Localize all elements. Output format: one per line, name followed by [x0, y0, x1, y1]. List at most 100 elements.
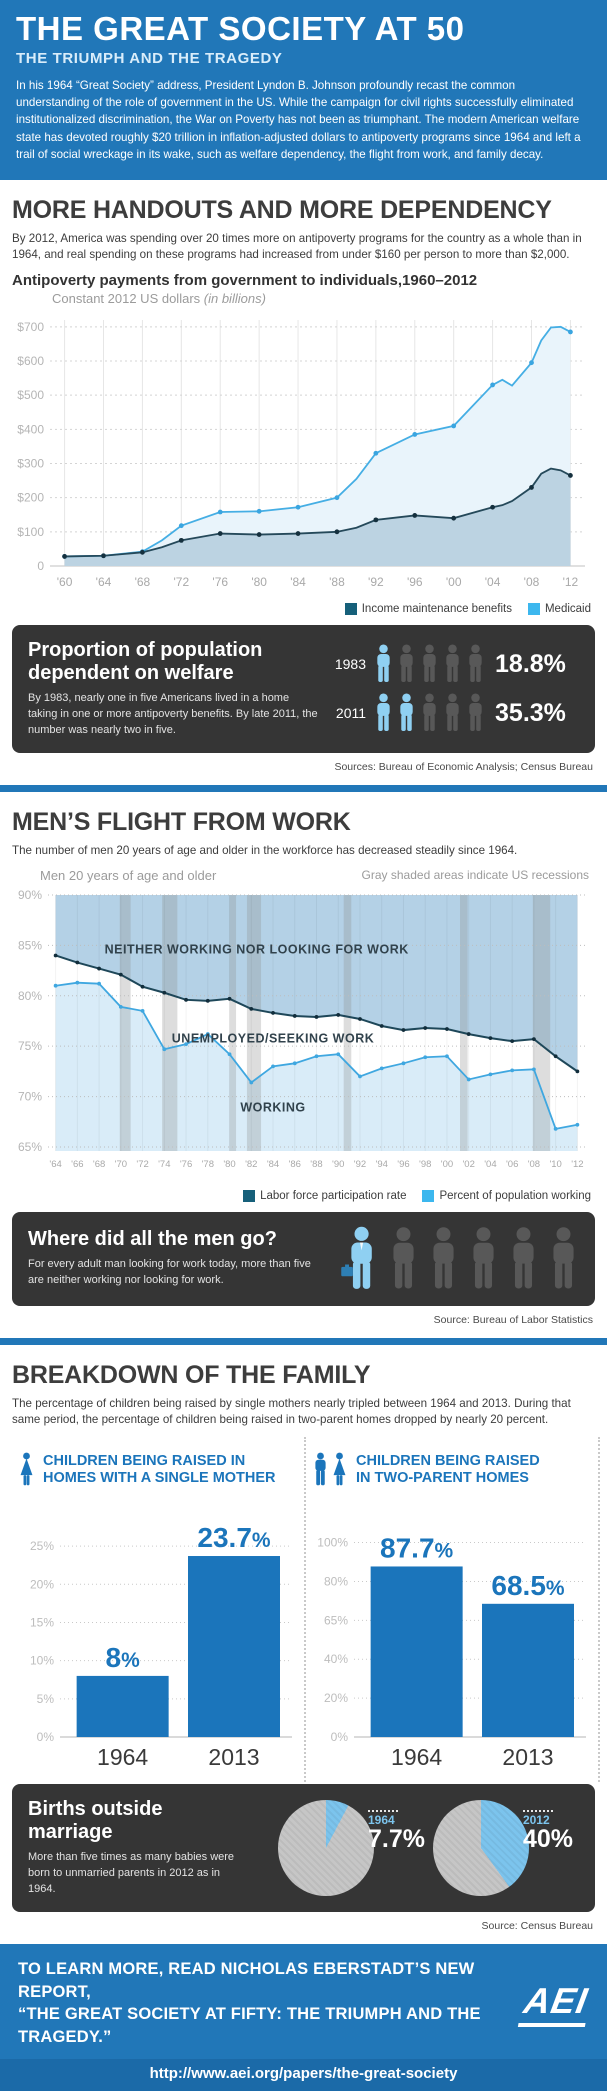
two-parent-bar-chart: 0% 20% 40% 65% 80% 100% 87.7% 1964 68.5% 2013	[317, 1533, 586, 1770]
pie-leader-line	[522, 1809, 553, 1812]
svg-text:'88: '88	[329, 575, 345, 589]
svg-text:'86: '86	[289, 1159, 301, 1170]
page-title: THE GREAT SOCIETY AT 50	[16, 10, 465, 47]
legend-label-lfpr: Labor force participation rate	[260, 1189, 407, 1202]
footer-url[interactable]: http://www.aei.org/papers/the-great-soci…	[0, 2058, 607, 2091]
svg-text:'72: '72	[136, 1159, 148, 1170]
svg-text:'02: '02	[462, 1159, 474, 1170]
svg-text:75%: 75%	[18, 1039, 42, 1053]
person-icon	[374, 644, 393, 684]
svg-text:0%: 0%	[37, 1730, 55, 1744]
svg-text:68.5%: 68.5%	[491, 1570, 565, 1601]
pie-2012	[432, 1799, 529, 1896]
svg-text:20%: 20%	[30, 1577, 54, 1591]
men-chart-left-label: Men 20 years of age and older	[40, 867, 217, 883]
antipoverty-area-chart: '60 '64 '68 '72 '76 '80 '84 '88 '92 '96 '00 '04 '08 '…	[17, 320, 585, 589]
legend-swatch-income	[344, 603, 357, 616]
svg-text:0%: 0%	[331, 1730, 349, 1744]
section-handouts: MORE HANDOUTS AND MORE DEPENDENCY By 201…	[0, 196, 607, 773]
two-parent-chart-title: CHILDREN BEING RAISED IN TWO-PARENT HOMES	[312, 1451, 592, 1489]
svg-text:'84: '84	[267, 1159, 279, 1170]
svg-text:80%: 80%	[324, 1575, 348, 1589]
births-panel-title: Births outside marriage	[28, 1798, 163, 1843]
welfare-row: 2011 35.3%	[330, 693, 579, 733]
svg-text:8%: 8%	[106, 1642, 141, 1673]
person-icon	[428, 1226, 459, 1292]
svg-text:'06: '06	[506, 1159, 518, 1170]
legend-label-income: Income maintenance benefits	[361, 603, 512, 616]
person-icon	[508, 1226, 539, 1292]
two-parent-column: CHILDREN BEING RAISED IN TWO-PARENT HOMES…	[304, 1437, 600, 1783]
men-go-icons	[330, 1226, 579, 1292]
svg-text:'64: '64	[49, 1159, 61, 1170]
legend-label-working: Percent of population working	[439, 1189, 591, 1202]
svg-text:'84: '84	[290, 575, 306, 589]
svg-text:'94: '94	[376, 1159, 388, 1170]
section-divider	[0, 784, 607, 792]
antipoverty-legend: Income maintenance benefits Medicaid	[12, 603, 591, 616]
welfare-year: 2011	[335, 705, 367, 722]
svg-text:'60: '60	[57, 575, 73, 589]
person-icon	[388, 1226, 419, 1292]
welfare-percent: 18.8%	[495, 649, 566, 678]
svg-text:85%: 85%	[18, 938, 42, 952]
svg-text:'80: '80	[251, 575, 267, 589]
legend-label-medicaid: Medicaid	[544, 603, 591, 616]
legend-swatch-lfpr	[243, 1189, 256, 1202]
births-panel-text: Births outside marriage More than five t…	[28, 1798, 258, 1898]
welfare-panel-title: Proportion of population dependent on we…	[28, 639, 263, 684]
page-header: THE GREAT SOCIETY AT 50 THE TRIUMPH AND …	[0, 0, 607, 180]
svg-text:'66: '66	[71, 1159, 83, 1170]
work-source: Source: Bureau of Labor Statistics	[433, 1313, 593, 1326]
welfare-panel-body: By 1983, nearly one in five Americans li…	[28, 691, 318, 736]
family-source: Source: Census Bureau	[481, 1919, 593, 1932]
section-work-intro: The number of men 20 years of age and ol…	[12, 843, 518, 857]
svg-text:70%: 70%	[18, 1089, 42, 1103]
svg-text:$400: $400	[17, 423, 44, 437]
section-family-heading: BREAKDOWN OF THE FAMILY	[12, 1360, 371, 1389]
svg-text:'72: '72	[173, 575, 189, 589]
svg-text:'64: '64	[96, 575, 112, 589]
svg-text:'08: '08	[524, 575, 540, 589]
person-icon	[466, 644, 485, 684]
svg-text:87.7%: 87.7%	[380, 1533, 454, 1564]
men-go-panel: Where did all the men go? For every adul…	[12, 1211, 595, 1306]
person-icon	[374, 693, 393, 733]
pie-1964	[277, 1799, 374, 1896]
page-footer: TO LEARN MORE, READ NICHOLAS EBERSTADT’S…	[0, 1943, 607, 2059]
svg-text:20%: 20%	[324, 1691, 348, 1705]
svg-text:'08: '08	[528, 1159, 540, 1170]
svg-text:NEITHER WORKING NOR LOOKING FO: NEITHER WORKING NOR LOOKING FOR WORK	[105, 942, 409, 956]
svg-text:$300: $300	[17, 457, 44, 471]
svg-text:WORKING: WORKING	[240, 1100, 305, 1114]
svg-text:'00: '00	[441, 1159, 453, 1170]
antipoverty-chart-title: Antipoverty payments from government to …	[12, 272, 478, 290]
svg-text:$200: $200	[17, 491, 44, 505]
person-icon	[420, 693, 439, 733]
person-icon	[443, 693, 462, 733]
person-icon	[443, 644, 462, 684]
men-workforce-chart: 90% 85% 80% 75% 70% 65% NEITHER WORKING NOR LO…	[18, 888, 585, 1170]
svg-text:'98: '98	[419, 1159, 431, 1170]
svg-text:'76: '76	[212, 575, 228, 589]
svg-text:'76: '76	[180, 1159, 192, 1170]
svg-text:100%: 100%	[317, 1536, 348, 1550]
svg-text:$500: $500	[17, 388, 44, 402]
person-icon	[397, 644, 416, 684]
pie-1964-label: 1964 7.7%	[367, 1809, 425, 1852]
woman-icon	[331, 1451, 348, 1489]
svg-text:'80: '80	[223, 1159, 235, 1170]
svg-text:90%: 90%	[18, 888, 42, 902]
svg-text:10%: 10%	[30, 1654, 54, 1668]
antipoverty-chart-subtitle: Constant 2012 US dollars (in billions)	[52, 291, 266, 307]
aei-logo: AEI	[517, 1979, 594, 2027]
person-icon	[397, 693, 416, 733]
men-go-panel-title: Where did all the men go?	[28, 1227, 277, 1250]
pie-leader-line	[367, 1809, 398, 1812]
svg-text:80%: 80%	[18, 988, 42, 1002]
svg-text:40%: 40%	[324, 1652, 348, 1666]
svg-text:'90: '90	[332, 1159, 344, 1170]
svg-text:25%: 25%	[30, 1539, 54, 1553]
legend-swatch-working	[422, 1189, 435, 1202]
svg-text:'82: '82	[245, 1159, 257, 1170]
